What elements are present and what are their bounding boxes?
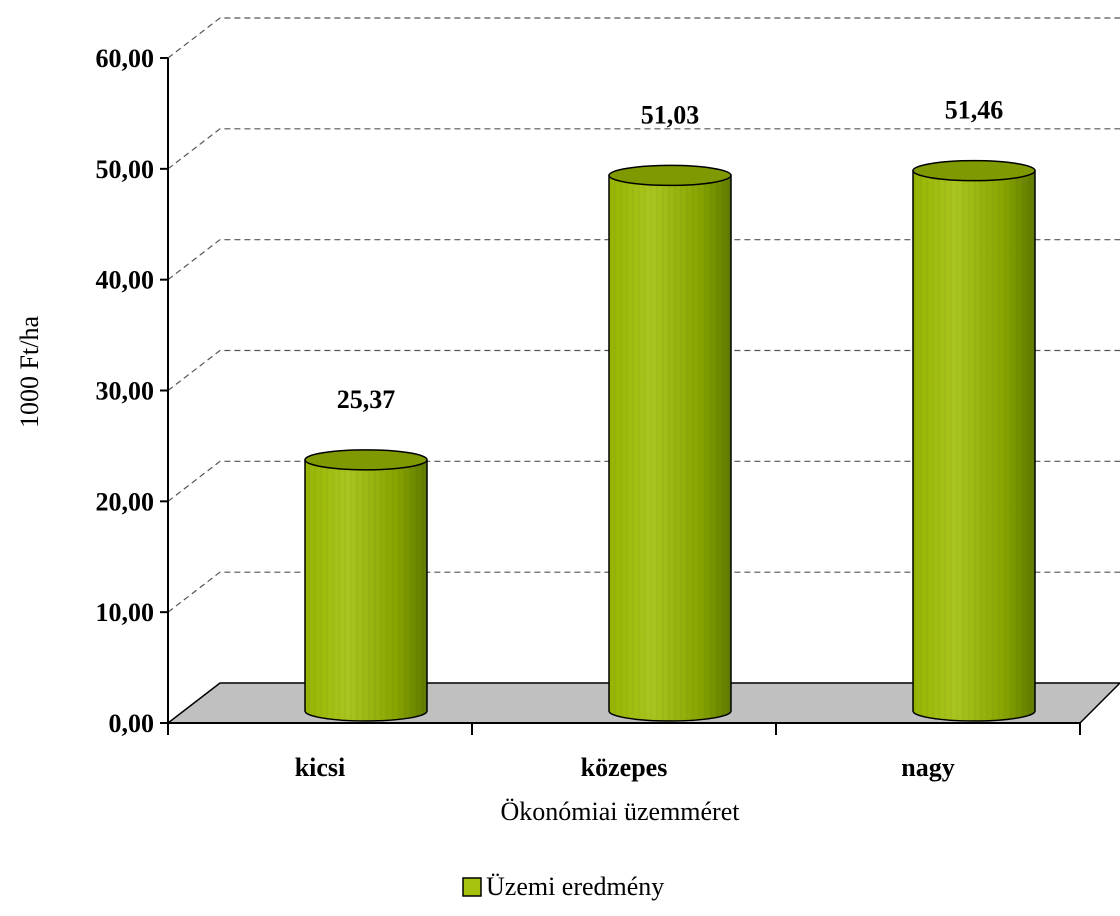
bar-value-label: 25,37: [337, 385, 396, 414]
y-tick-label: 60,00: [96, 44, 155, 73]
gridline: [167, 349, 1120, 391]
gridline: [167, 17, 1120, 59]
category-label: kicsi: [295, 753, 346, 782]
x-axis: [167, 722, 1081, 735]
y-tick-label: 30,00: [96, 377, 155, 406]
bar: [912, 159, 1036, 722]
gridline: [167, 128, 1120, 170]
y-axis-title: 1000 Ft/ha: [15, 316, 44, 428]
bar-value-label: 51,03: [641, 100, 700, 129]
y-tick-label: 50,00: [96, 155, 155, 184]
y-tick-label: 40,00: [96, 266, 155, 295]
legend: Üzemi eredmény: [462, 872, 664, 901]
legend-swatch: [462, 877, 482, 897]
bar: [304, 449, 428, 722]
gridline: [167, 571, 1120, 613]
category-label: nagy: [901, 753, 954, 782]
y-tick-label: 0,00: [109, 709, 155, 738]
x-axis-title: Ökonómiai üzemméret: [501, 797, 741, 826]
y-tick-labels: 0,00 10,00 20,00 30,00 40,00 50,00 60,00: [96, 44, 155, 738]
bar-value-label: 51,46: [945, 96, 1004, 125]
gridlines: [167, 17, 1120, 613]
category-labels: kicsi közepes nagy: [295, 753, 955, 782]
bar: [608, 164, 732, 722]
bars: [304, 159, 1036, 722]
y-tick-label: 10,00: [96, 598, 155, 627]
y-tick-label: 20,00: [96, 487, 155, 516]
gridline: [167, 239, 1120, 281]
value-labels: 25,37 51,03 51,46: [337, 96, 1004, 414]
category-label: közepes: [581, 753, 668, 782]
legend-label: Üzemi eredmény: [486, 872, 664, 901]
y-axis: [160, 57, 169, 724]
gridline: [167, 460, 1120, 502]
